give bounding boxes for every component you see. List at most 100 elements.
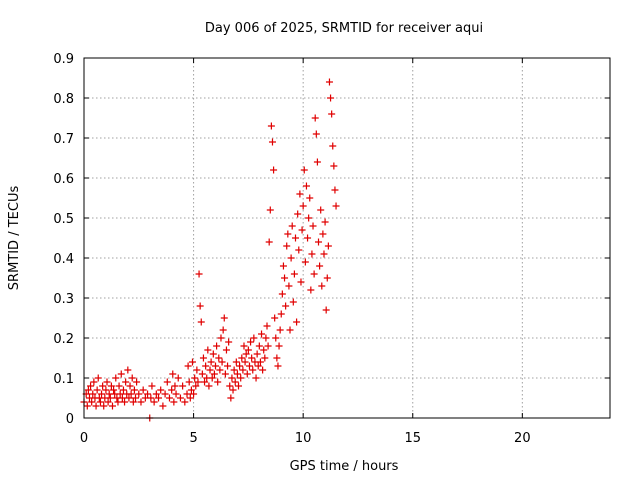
data-point	[230, 366, 238, 374]
data-point	[148, 382, 156, 390]
data-point	[250, 334, 258, 342]
data-point	[212, 362, 219, 370]
data-point	[315, 238, 323, 246]
data-point	[233, 370, 241, 378]
data-point	[275, 342, 283, 350]
data-point	[328, 110, 336, 118]
data-point	[190, 390, 198, 398]
data-point	[130, 386, 138, 394]
data-point	[174, 374, 182, 382]
data-point	[202, 362, 210, 370]
data-point	[100, 402, 108, 410]
data-point	[163, 378, 171, 386]
y-tick-label: 0.1	[53, 372, 74, 387]
data-point	[106, 394, 114, 402]
x-axis-ticks: 0 5 10 15 20	[80, 58, 531, 446]
data-point	[310, 270, 318, 278]
data-point	[208, 374, 216, 382]
data-point	[176, 394, 184, 402]
data-point	[92, 402, 100, 410]
data-point	[248, 354, 256, 362]
data-point	[276, 326, 284, 334]
data-point	[278, 290, 286, 298]
data-point	[308, 250, 316, 258]
data-point	[198, 370, 206, 378]
data-point	[241, 358, 249, 366]
data-point	[90, 378, 98, 386]
plot-frame	[83, 57, 611, 419]
y-tick-label: 0.9	[53, 52, 74, 67]
data-point	[226, 382, 234, 390]
data-point	[258, 330, 266, 338]
data-point	[165, 394, 173, 402]
data-point	[213, 342, 221, 350]
data-point	[288, 222, 296, 230]
y-tick-label: 0.5	[53, 212, 74, 227]
data-point	[169, 370, 177, 378]
data-point	[183, 390, 191, 398]
data-point	[116, 390, 124, 398]
data-point	[281, 274, 289, 282]
data-point	[325, 78, 333, 86]
data-point	[318, 282, 326, 290]
x-tick-label: 20	[514, 431, 531, 446]
data-point	[224, 362, 232, 370]
data-point	[256, 358, 264, 366]
data-point	[201, 378, 209, 386]
data-point	[161, 390, 169, 398]
data-point	[302, 182, 310, 190]
data-point	[239, 366, 247, 374]
data-point	[247, 338, 255, 346]
data-point	[321, 218, 329, 226]
data-point	[124, 366, 132, 374]
data-point	[150, 398, 158, 406]
data-point	[297, 278, 305, 286]
data-point	[306, 194, 314, 202]
data-point	[320, 250, 328, 258]
y-tick-label: 0.4	[53, 252, 74, 267]
y-axis-ticks: 0 0.1 0.2 0.3 0.4 0.5 0.6 0.7 0.8 0.9	[53, 52, 610, 427]
data-point	[194, 378, 202, 386]
data-point	[286, 326, 294, 334]
data-point	[263, 322, 271, 330]
data-point	[172, 390, 180, 398]
data-point	[168, 386, 176, 394]
data-point	[186, 394, 194, 402]
data-point	[242, 350, 250, 358]
data-point	[235, 382, 243, 390]
grid-lines	[84, 58, 610, 418]
data-point	[196, 302, 204, 310]
data-point	[199, 354, 207, 362]
data-point	[132, 394, 140, 402]
data-point	[291, 234, 299, 242]
data-point	[274, 362, 282, 370]
data-point	[265, 238, 273, 246]
data-point	[264, 342, 272, 350]
data-point	[240, 342, 248, 350]
data-point	[187, 386, 195, 394]
data-points	[80, 78, 340, 422]
data-point	[237, 374, 245, 382]
data-point	[298, 226, 306, 234]
x-tick-label: 0	[80, 431, 88, 446]
data-point	[249, 366, 257, 374]
data-point	[329, 142, 337, 150]
data-point	[94, 374, 102, 382]
data-point	[277, 310, 285, 318]
data-point	[112, 374, 120, 382]
data-point	[210, 370, 218, 378]
y-axis-title: SRMTID / TECUs	[7, 186, 22, 291]
data-point	[253, 350, 261, 358]
data-point	[330, 162, 338, 170]
data-point	[313, 158, 321, 166]
data-point	[229, 386, 237, 394]
data-point	[296, 190, 304, 198]
data-point	[322, 306, 330, 314]
data-point	[287, 254, 295, 262]
data-point	[331, 186, 339, 194]
data-point	[133, 378, 141, 386]
data-point	[244, 346, 252, 354]
chart-title: Day 006 of 2025, SRMTID for receiver aqu…	[205, 21, 483, 36]
data-point	[289, 298, 297, 306]
data-point	[294, 210, 302, 218]
